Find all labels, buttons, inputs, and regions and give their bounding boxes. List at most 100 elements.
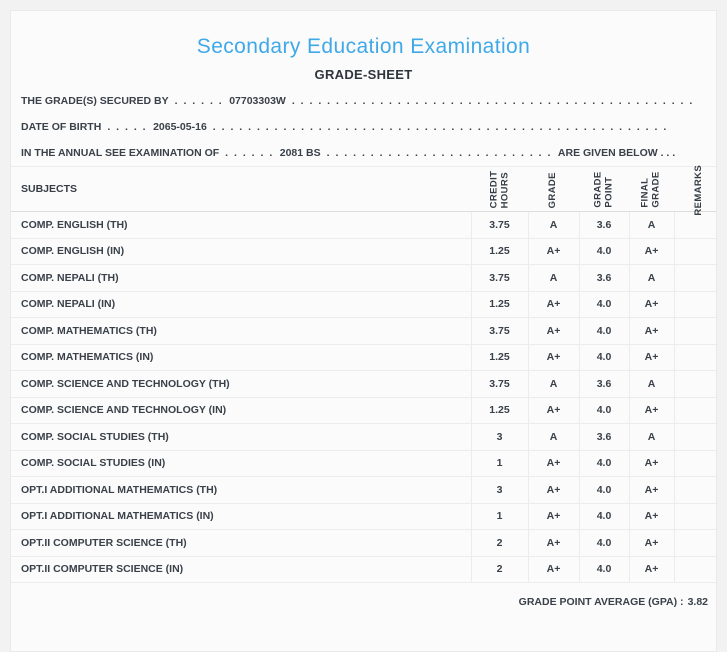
grade-cell: A+ — [527, 503, 579, 530]
dotted-fill: . . . . . — [107, 121, 148, 133]
table-row: COMP. NEPALI (IN) 1.25 A+ 4.0 A+ — [11, 291, 716, 318]
table-row: COMP. SOCIAL STUDIES (IN) 1 A+ 4.0 A+ — [11, 450, 716, 477]
credit-hours-cell: 3.75 — [470, 211, 528, 239]
table-row: COMP. NEPALI (TH) 3.75 A 3.6 A — [11, 264, 716, 292]
credit-hours-cell: 1.25 — [470, 397, 528, 424]
remarks-cell — [673, 370, 716, 398]
grade-point-cell: 3.6 — [578, 370, 629, 398]
subject-cell: COMP. SOCIAL STUDIES (TH) — [11, 423, 471, 451]
info-lines: THE GRADE(S) SECURED BY . . . . . . 077033… — [11, 88, 716, 166]
credit-hours-cell: 1 — [470, 450, 528, 477]
gpa-line: GRADE POINT AVERAGE (GPA) :3.82 — [11, 596, 716, 608]
page-subtitle: GRADE-SHEET — [314, 67, 413, 82]
subjects-column-header: SUBJECTS — [11, 166, 471, 212]
remarks-cell — [673, 317, 716, 345]
grade-point-column-header: GRADE POINT — [579, 166, 629, 212]
grade-point-cell: 4.0 — [578, 529, 629, 557]
remarks-cell — [673, 529, 716, 557]
final-grade-cell: A+ — [628, 503, 674, 530]
remarks-cell — [673, 344, 716, 371]
info-label: DATE OF BIRTH — [21, 121, 102, 133]
subject-cell: COMP. ENGLISH (IN) — [11, 238, 471, 265]
table-row: COMP. SCIENCE AND TECHNOLOGY (IN) 1.25 A+ 4… — [11, 397, 716, 424]
info-line: THE GRADE(S) SECURED BY . . . . . . 077033… — [11, 88, 716, 114]
subject-cell: OPT.I ADDITIONAL MATHEMATICS (TH) — [11, 476, 471, 504]
info-value: 07703303W — [229, 95, 286, 107]
grade-point-cell: 4.0 — [578, 238, 629, 265]
subject-cell: COMP. NEPALI (TH) — [11, 264, 471, 292]
table-header-row: SUBJECTS CREDIT HOURS GRADE GRADE POINT FINAL… — [11, 165, 716, 215]
credit-hours-cell: 2 — [470, 529, 528, 557]
dotted-fill: . . . . . . . . . . . . . . . . . . . . … — [212, 121, 668, 133]
final-grade-cell: A+ — [628, 556, 674, 583]
dotted-fill: . . . . . . . . . . . . . . . . . . . . … — [291, 95, 694, 107]
table-row: COMP. ENGLISH (TH) 3.75 A 3.6 A — [11, 211, 716, 239]
remarks-cell — [673, 264, 716, 292]
final-grade-cell: A+ — [628, 397, 674, 424]
remarks-cell — [673, 503, 716, 530]
subject-cell: COMP. SCIENCE AND TECHNOLOGY (TH) — [11, 370, 471, 398]
grade-cell: A+ — [527, 450, 579, 477]
credit-hours-cell: 1.25 — [470, 344, 528, 371]
credit-hours-column-header: CREDIT HOURS — [471, 166, 528, 212]
grade-point-cell: 3.6 — [578, 264, 629, 292]
table-row: COMP. SCIENCE AND TECHNOLOGY (TH) 3.75 A 3.… — [11, 370, 716, 398]
final-grade-cell: A — [628, 264, 674, 292]
info-value: 2081 BS — [279, 147, 321, 159]
final-grade-cell: A+ — [628, 529, 674, 557]
final-grade-cell: A+ — [628, 450, 674, 477]
grade-cell: A+ — [527, 397, 579, 424]
subject-cell: OPT.II COMPUTER SCIENCE (TH) — [11, 529, 471, 557]
credit-hours-cell: 3.75 — [470, 317, 528, 345]
info-suffix: ARE GIVEN BELOW . . . — [557, 147, 676, 159]
rotated-header-text: REMARKS — [693, 164, 705, 216]
subject-cell: COMP. NEPALI (IN) — [11, 291, 471, 318]
grade-cell: A — [527, 370, 579, 398]
grade-cell: A+ — [527, 317, 579, 345]
grade-cell: A — [527, 264, 579, 292]
subject-cell: OPT.II COMPUTER SCIENCE (IN) — [11, 556, 471, 583]
table-row: OPT.II COMPUTER SCIENCE (TH) 2 A+ 4.0 A+ — [11, 529, 716, 557]
grade-cell: A — [527, 211, 579, 239]
grade-point-cell: 3.6 — [578, 211, 629, 239]
credit-hours-cell: 3 — [470, 476, 528, 504]
grade-point-cell: 3.6 — [578, 423, 629, 451]
grade-point-cell: 4.0 — [578, 344, 629, 371]
dotted-fill: . . . . . . — [225, 147, 274, 159]
credit-hours-cell: 1 — [470, 503, 528, 530]
grade-cell: A+ — [527, 529, 579, 557]
info-label: IN THE ANNUAL SEE EXAMINATION OF — [21, 147, 220, 159]
grades-table: SUBJECTS CREDIT HOURS GRADE GRADE POINT FINAL… — [11, 165, 716, 583]
credit-hours-cell: 3.75 — [470, 370, 528, 398]
subject-cell: OPT.I ADDITIONAL MATHEMATICS (IN) — [11, 503, 471, 530]
rotated-header-text: GRADE — [547, 171, 559, 209]
grade-cell: A — [527, 423, 579, 451]
subject-cell: COMP. MATHEMATICS (TH) — [11, 317, 471, 345]
dotted-fill: . . . . . . . . . . . . . . . . . . . . … — [326, 147, 552, 159]
grade-point-cell: 4.0 — [578, 556, 629, 583]
grade-cell: A+ — [527, 238, 579, 265]
table-row: OPT.II COMPUTER SCIENCE (IN) 2 A+ 4.0 A+ — [11, 556, 716, 583]
table-row: COMP. MATHEMATICS (TH) 3.75 A+ 4.0 A+ — [11, 317, 716, 345]
final-grade-cell: A — [628, 370, 674, 398]
final-grade-cell: A+ — [628, 317, 674, 345]
credit-hours-cell: 1.25 — [470, 291, 528, 318]
remarks-cell — [673, 397, 716, 424]
info-line: DATE OF BIRTH . . . . . 2065-05-16 . . . . … — [11, 114, 716, 140]
grades-table-body: COMP. ENGLISH (TH) 3.75 A 3.6 A COMP. ENGLISH… — [11, 211, 716, 583]
grade-point-cell: 4.0 — [578, 317, 629, 345]
rotated-header-text: FINAL GRADE — [640, 170, 662, 208]
final-grade-column-header: FINAL GRADE — [629, 166, 674, 212]
info-value: 2065-05-16 — [153, 121, 207, 133]
final-grade-cell: A+ — [628, 476, 674, 504]
info-line: IN THE ANNUAL SEE EXAMINATION OF . . . . … — [11, 140, 716, 166]
subject-cell: COMP. ENGLISH (TH) — [11, 211, 471, 239]
page-title: Secondary Education Examination — [196, 35, 531, 58]
remarks-cell — [673, 556, 716, 583]
grade-column-header: GRADE — [528, 166, 579, 212]
remarks-cell — [673, 211, 716, 239]
remarks-cell — [673, 238, 716, 265]
grade-point-cell: 4.0 — [578, 291, 629, 318]
grade-cell: A+ — [527, 476, 579, 504]
table-row: COMP. MATHEMATICS (IN) 1.25 A+ 4.0 A+ — [11, 344, 716, 371]
